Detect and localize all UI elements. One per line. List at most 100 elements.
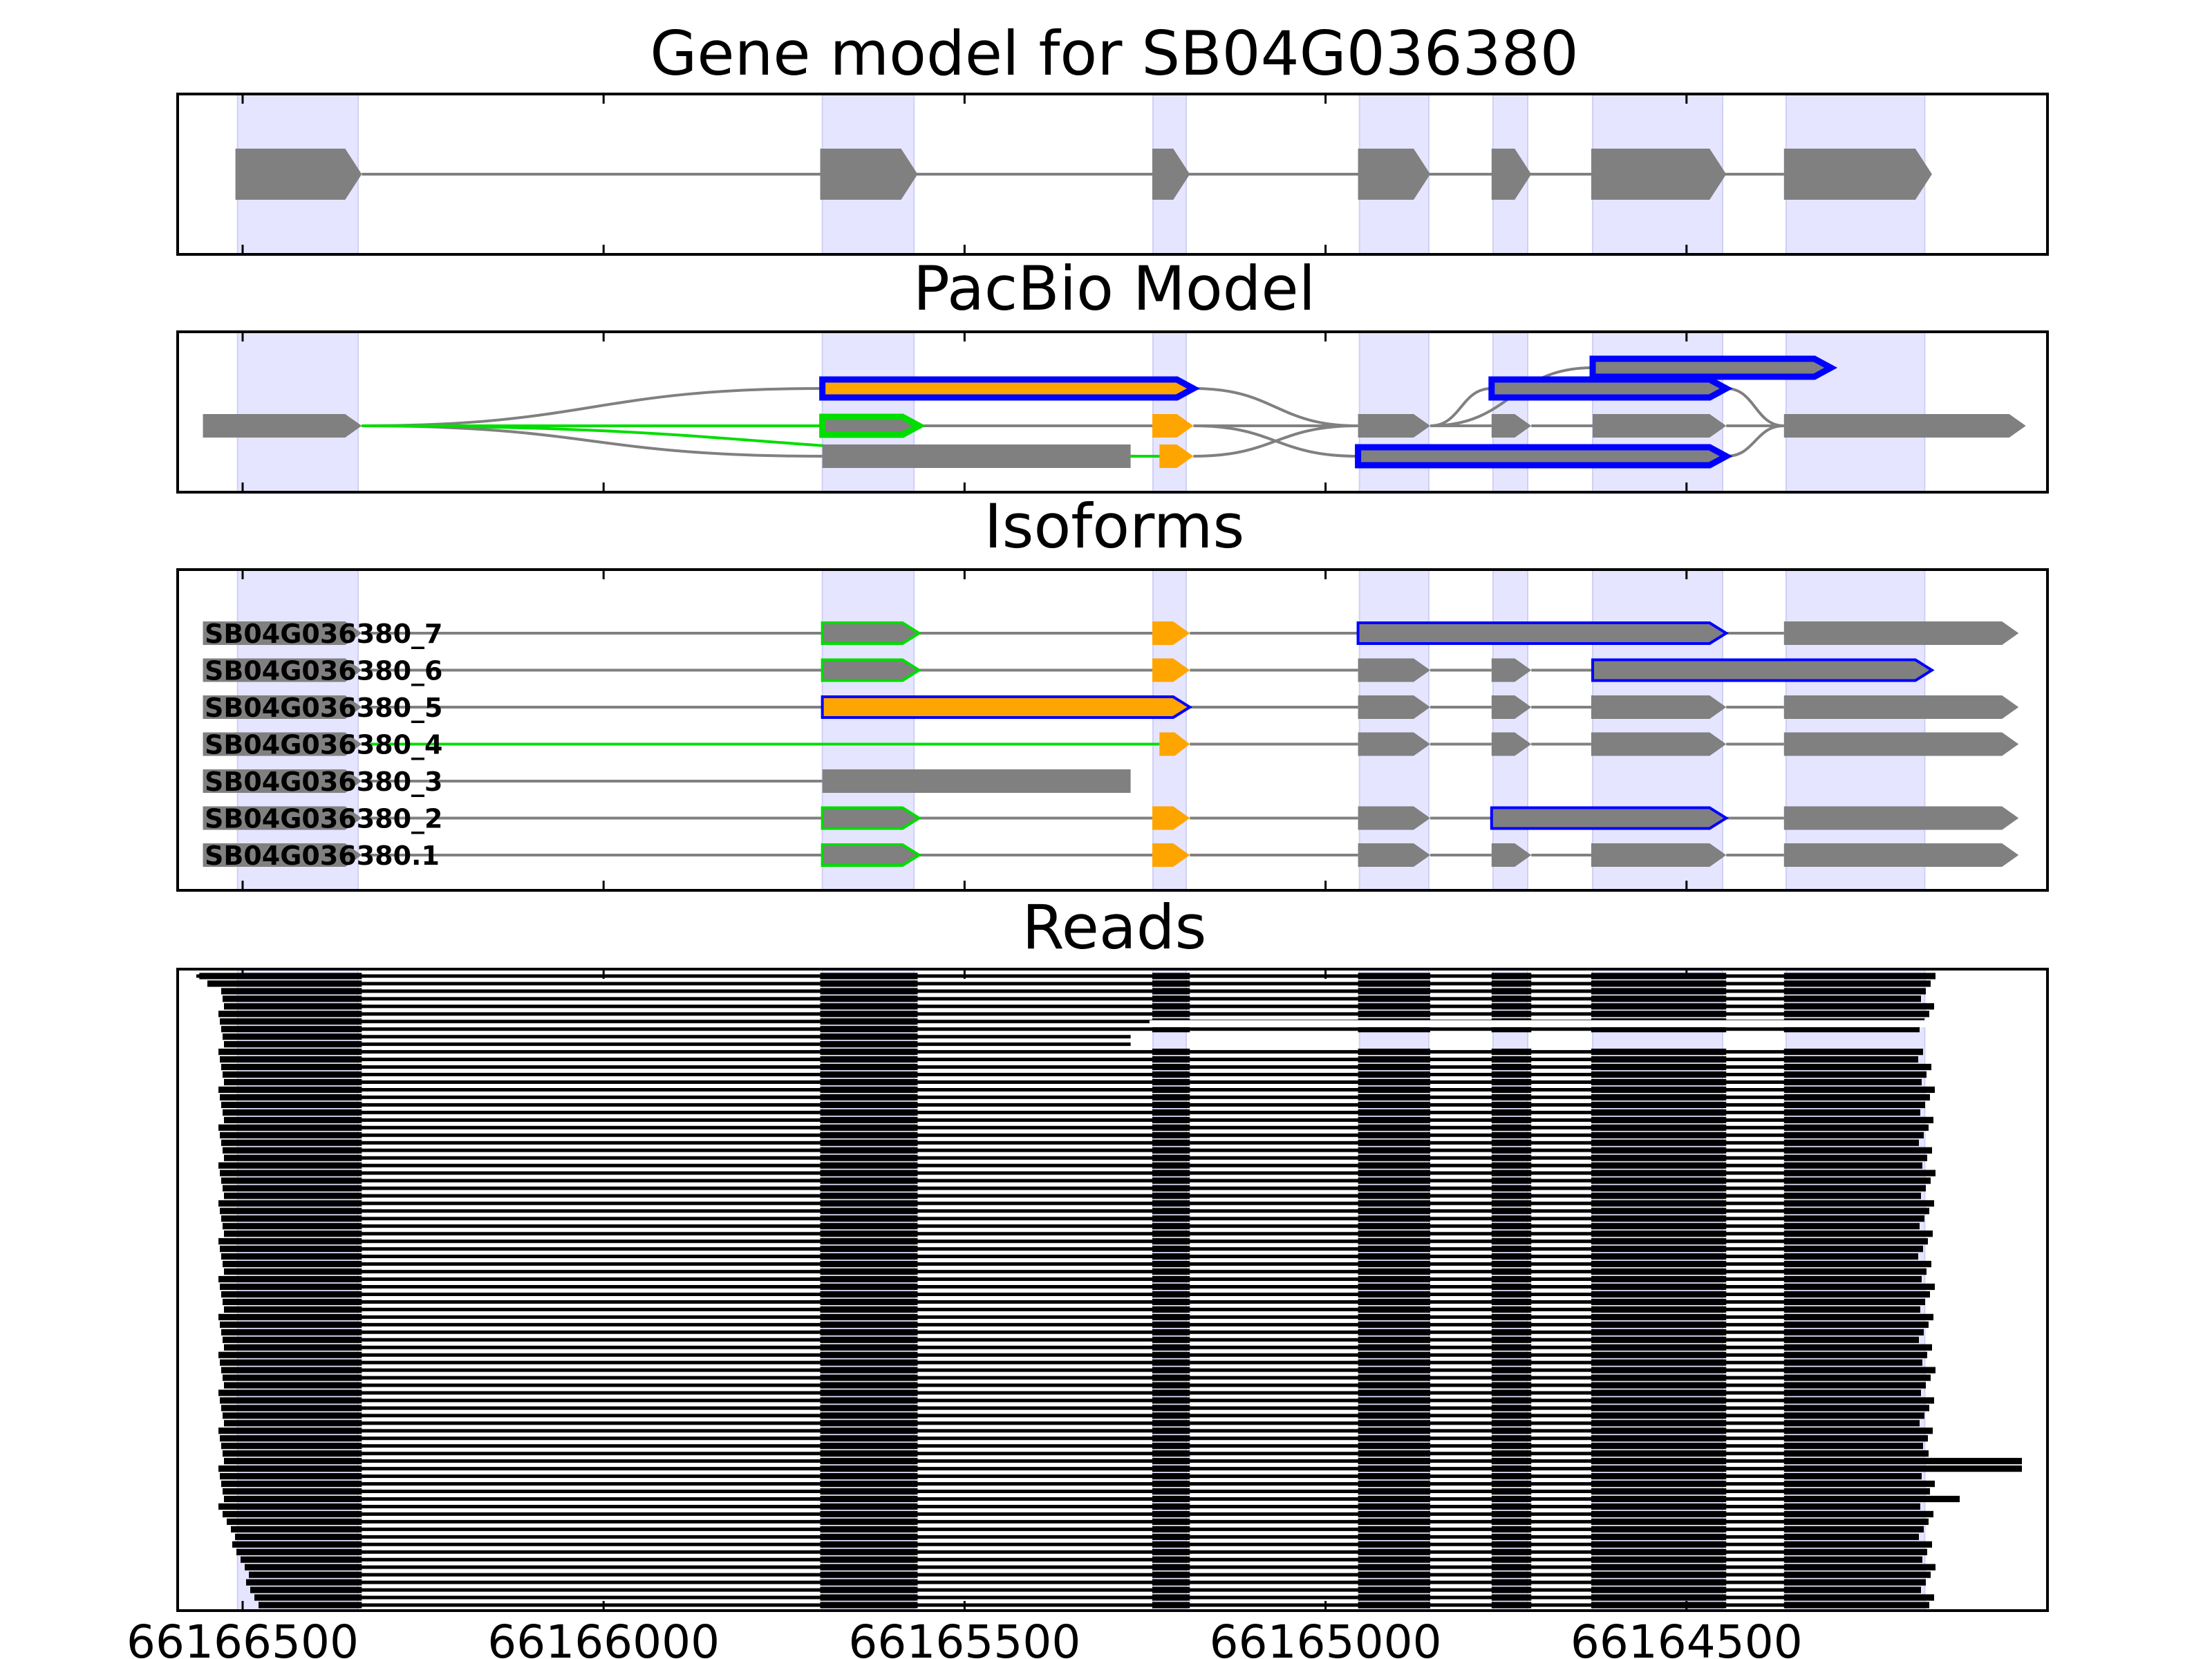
read-block [1358,1177,1431,1184]
read-block [820,1571,918,1578]
read-block [1491,1367,1532,1374]
read-block [1358,1298,1431,1306]
read-block [1783,1488,1930,1495]
read-block [223,1261,362,1268]
read-block [1591,1078,1727,1086]
read-block [1783,973,1936,980]
read-block [1783,1011,1929,1018]
isoform-exon [1591,732,1727,756]
read-block [1152,1268,1190,1275]
read-block [1491,1026,1532,1033]
read-block [1783,1078,1922,1086]
read-block [1491,1132,1532,1138]
read-block [1491,1556,1532,1563]
read [221,1443,1923,1450]
read-block [1358,973,1431,980]
read-block [220,1056,362,1063]
isoform-exon [1591,843,1727,867]
read-block [1152,1071,1190,1078]
read-block [820,1359,918,1366]
read-block [1358,1078,1431,1086]
read-block [1358,1586,1431,1593]
x-tick-label: 66166500 [126,1615,359,1659]
read-block [1491,1488,1532,1495]
read-block [1783,1412,1924,1419]
read-block [1358,1465,1431,1472]
read-block [1491,1329,1532,1335]
read-block [1591,1427,1727,1434]
read-block [218,1049,362,1056]
read [224,1078,1922,1086]
read-block [1491,995,1532,1002]
read-block [1152,1185,1190,1192]
panel-frame [176,968,2049,1612]
read-block [218,1200,362,1207]
read-block [820,1056,918,1063]
read-block [1491,1283,1532,1291]
read-block [1591,1359,1727,1366]
read-block [1152,1602,1190,1609]
read-block [1591,1101,1727,1108]
read-block [1358,1116,1431,1123]
read-block [221,1026,362,1033]
read-block [820,1564,918,1571]
pacbio-exon [1593,414,1727,438]
read [220,1056,1918,1063]
read-block [1358,1246,1431,1253]
read-block [254,1594,362,1601]
read-block [1591,1238,1727,1245]
read-block [1591,1177,1727,1184]
read-block [1783,1109,1920,1116]
read-block [224,1420,362,1427]
read [250,1586,1921,1593]
isoform-exon [1491,843,1532,867]
read [221,1026,1920,1033]
read-block [1152,1556,1190,1563]
read [196,973,1936,980]
read-block [1491,1154,1532,1161]
read [231,1526,1924,1533]
read-block [1491,1526,1532,1533]
read-block [224,1078,362,1086]
read-block [220,1435,362,1442]
read-block [223,1071,362,1078]
read-block [1491,1541,1532,1548]
read-block [218,1389,362,1396]
read-block [1783,1556,1922,1563]
read-block [1358,1321,1431,1328]
isoform-label: SB04G036380_4 [205,730,443,760]
read-block [1783,1435,1928,1442]
read-block [1358,1329,1431,1335]
read-block [820,1109,918,1116]
read-block [820,1344,918,1351]
read-block [1152,1192,1190,1199]
read-block [221,1177,362,1184]
read-block [1591,1132,1727,1138]
read [224,1192,1921,1199]
read-block [1491,1238,1532,1245]
read-block [1783,1246,1923,1253]
read-block [1491,1109,1532,1116]
read-block [1491,1389,1532,1396]
read-block [1783,1268,1927,1275]
read-block [820,1367,918,1374]
read-block [1591,1594,1727,1601]
read-block [1591,1443,1727,1450]
read-block [1591,1495,1727,1503]
read-block [218,1086,362,1094]
read-block [1152,1003,1190,1010]
read-block [820,1116,918,1123]
isoform-exon [821,621,922,645]
read-block [1152,1049,1190,1056]
read-block [221,1405,362,1412]
read-block [820,1488,918,1495]
read-block [1591,1003,1727,1010]
read-block [224,1230,362,1237]
read [245,1564,1936,1571]
read-block [1491,1253,1532,1260]
read-block [1152,1291,1190,1298]
read [259,1602,1929,1609]
read [223,1261,1931,1268]
read-block [1358,995,1431,1002]
read-block [1783,1049,1923,1056]
